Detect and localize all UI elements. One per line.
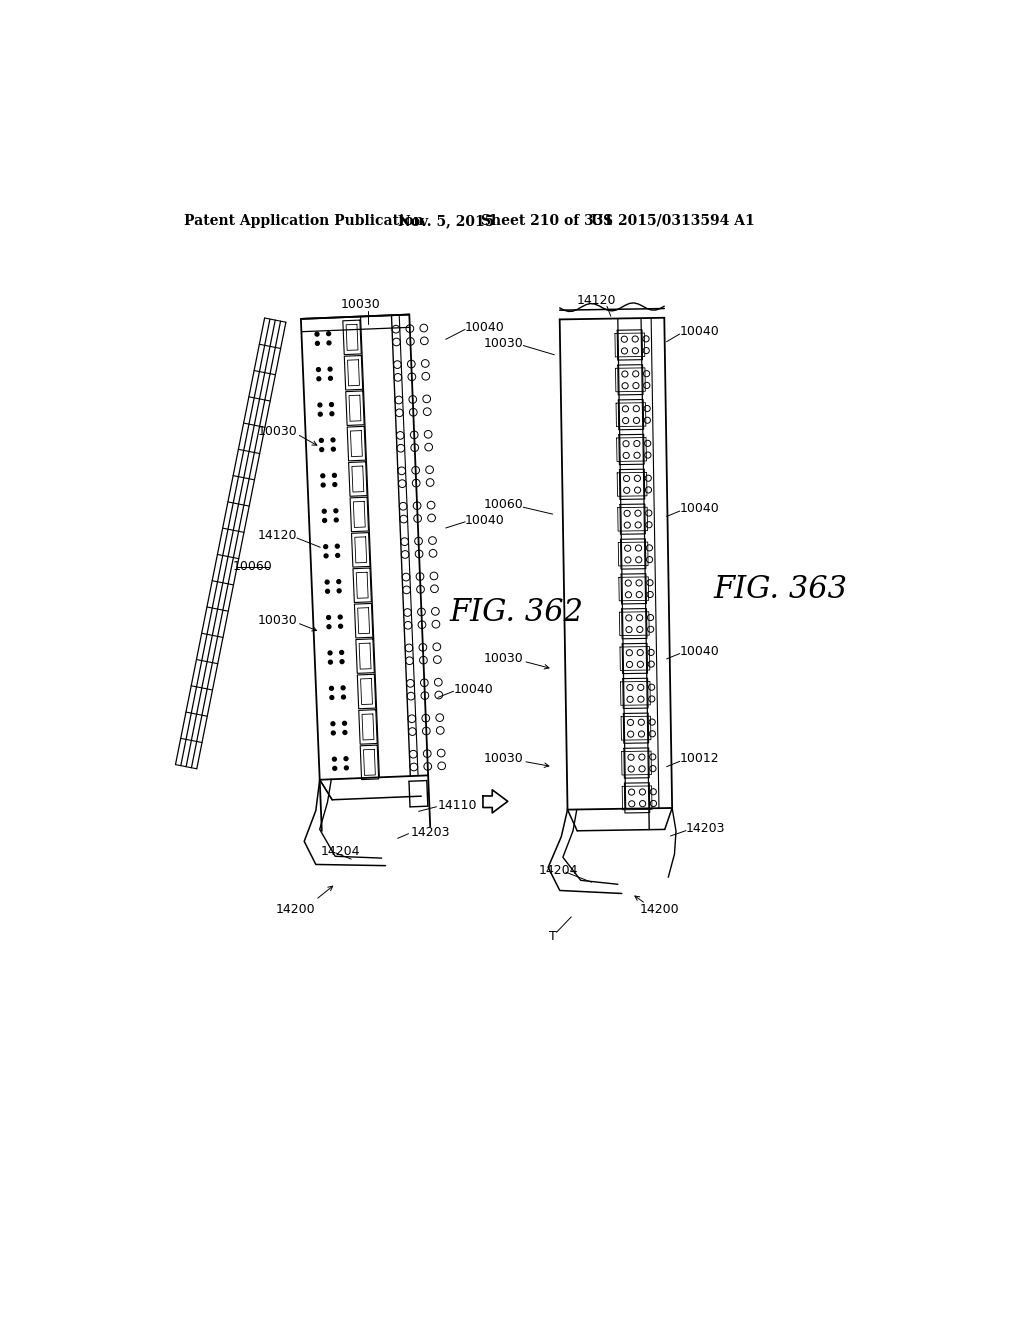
Circle shape: [323, 510, 327, 513]
Circle shape: [324, 545, 328, 549]
Circle shape: [340, 660, 344, 664]
Text: 14203: 14203: [686, 822, 725, 834]
Circle shape: [333, 483, 337, 487]
Circle shape: [331, 722, 335, 726]
Circle shape: [315, 333, 318, 337]
Circle shape: [336, 553, 340, 557]
Circle shape: [315, 342, 319, 346]
Text: 14200: 14200: [275, 903, 314, 916]
Circle shape: [327, 615, 331, 619]
Text: 14120: 14120: [578, 294, 616, 308]
Text: 10060: 10060: [232, 560, 272, 573]
Text: 10040: 10040: [465, 513, 505, 527]
Circle shape: [327, 331, 331, 335]
Circle shape: [329, 660, 333, 664]
Text: T: T: [549, 929, 557, 942]
Circle shape: [327, 624, 331, 628]
Circle shape: [343, 730, 347, 734]
Circle shape: [334, 508, 338, 512]
Circle shape: [338, 615, 342, 619]
Circle shape: [323, 519, 327, 523]
Text: FIG. 363: FIG. 363: [713, 574, 847, 605]
Text: 10012: 10012: [680, 752, 720, 766]
Circle shape: [337, 589, 341, 593]
Circle shape: [333, 474, 336, 478]
Circle shape: [343, 721, 346, 725]
Circle shape: [329, 376, 333, 380]
Text: 10030: 10030: [257, 425, 297, 438]
Circle shape: [330, 403, 334, 407]
Circle shape: [341, 686, 345, 690]
Text: 10040: 10040: [680, 502, 720, 515]
Circle shape: [327, 341, 331, 345]
Circle shape: [333, 758, 336, 762]
Text: 10030: 10030: [483, 337, 523, 350]
Text: 10030: 10030: [341, 298, 380, 312]
Circle shape: [332, 731, 335, 735]
Circle shape: [328, 651, 332, 655]
Circle shape: [334, 517, 338, 521]
Circle shape: [330, 696, 334, 700]
Text: 10060: 10060: [483, 499, 523, 511]
Text: 14203: 14203: [411, 825, 451, 838]
Circle shape: [319, 447, 324, 451]
Circle shape: [322, 483, 325, 487]
Circle shape: [331, 438, 335, 442]
Circle shape: [333, 767, 337, 771]
Circle shape: [316, 378, 321, 380]
Circle shape: [342, 696, 345, 700]
Circle shape: [344, 756, 348, 760]
Circle shape: [325, 554, 328, 558]
Circle shape: [344, 766, 348, 770]
Circle shape: [326, 581, 329, 583]
Circle shape: [316, 368, 321, 371]
Text: 10030: 10030: [483, 752, 523, 766]
Text: Patent Application Publication: Patent Application Publication: [183, 214, 424, 228]
Text: 10040: 10040: [465, 321, 505, 334]
Text: 14110: 14110: [438, 799, 477, 812]
Text: US 2015/0313594 A1: US 2015/0313594 A1: [592, 214, 756, 228]
Circle shape: [336, 544, 339, 548]
Circle shape: [326, 589, 330, 593]
Text: 10040: 10040: [680, 325, 720, 338]
Text: 14120: 14120: [257, 529, 297, 543]
Text: 14204: 14204: [539, 865, 579, 878]
Text: 14200: 14200: [640, 903, 679, 916]
Circle shape: [328, 367, 332, 371]
Circle shape: [330, 686, 334, 690]
Text: 10040: 10040: [454, 684, 494, 696]
Circle shape: [318, 403, 322, 407]
Circle shape: [318, 412, 323, 416]
Circle shape: [337, 579, 341, 583]
Text: Sheet 210 of 331: Sheet 210 of 331: [480, 214, 612, 228]
Circle shape: [339, 624, 342, 628]
Text: FIG. 362: FIG. 362: [450, 597, 584, 628]
Text: 10030: 10030: [483, 652, 523, 665]
Circle shape: [332, 447, 335, 451]
Circle shape: [330, 412, 334, 416]
Text: 10030: 10030: [257, 614, 297, 627]
Circle shape: [340, 651, 344, 655]
Text: 14204: 14204: [321, 845, 359, 858]
Circle shape: [321, 474, 325, 478]
Circle shape: [319, 438, 324, 442]
Text: Nov. 5, 2015: Nov. 5, 2015: [397, 214, 494, 228]
Text: 10040: 10040: [680, 644, 720, 657]
